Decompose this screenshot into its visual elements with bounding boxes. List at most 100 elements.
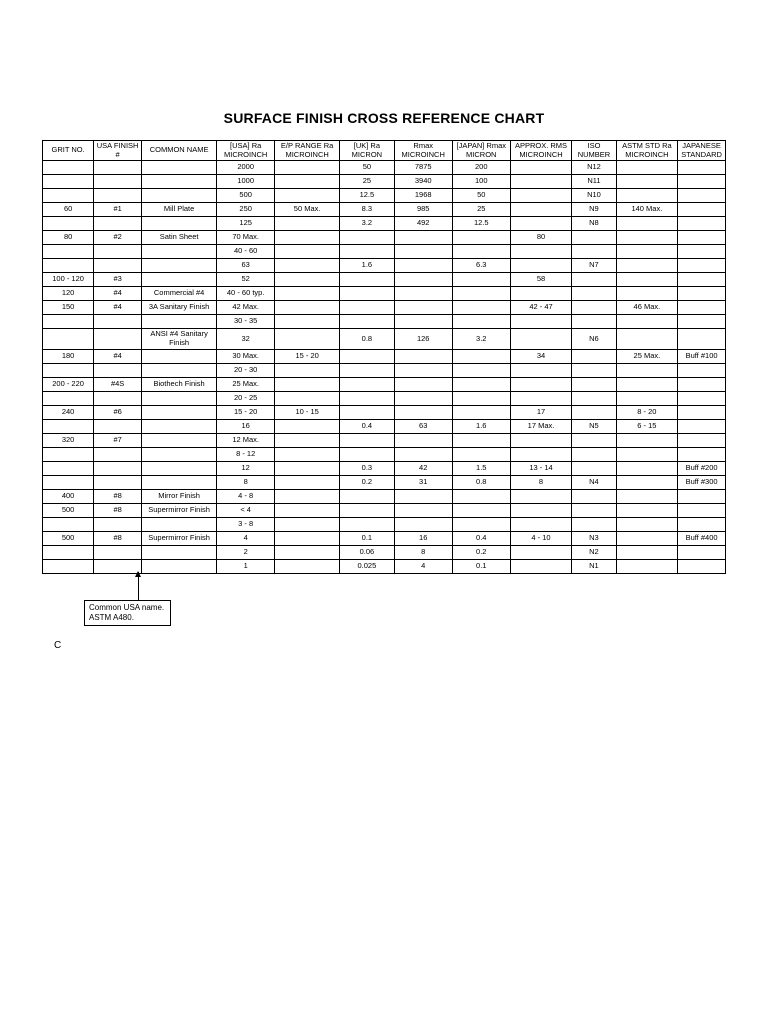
table-cell: 4 - 8 xyxy=(217,489,275,503)
table-cell xyxy=(275,433,340,447)
table-cell: #4 xyxy=(94,301,142,315)
table-cell xyxy=(94,329,142,349)
table-cell xyxy=(616,517,677,531)
table-cell xyxy=(452,363,510,377)
table-cell xyxy=(94,545,142,559)
table-cell: 126 xyxy=(394,329,452,349)
table-cell xyxy=(142,245,217,259)
table-row: 80#2Satin Sheet70 Max.80 xyxy=(43,231,726,245)
table-cell xyxy=(678,175,726,189)
table-cell xyxy=(452,405,510,419)
table-cell xyxy=(43,189,94,203)
table-cell xyxy=(452,245,510,259)
table-cell: 34 xyxy=(510,349,571,363)
stray-text: C xyxy=(54,640,61,651)
table-cell xyxy=(43,517,94,531)
table-cell: 125 xyxy=(217,217,275,231)
table-cell xyxy=(572,517,616,531)
table-cell xyxy=(572,377,616,391)
table-cell: 2 xyxy=(217,545,275,559)
table-cell xyxy=(452,301,510,315)
table-cell: 40 - 60 xyxy=(217,245,275,259)
table-cell xyxy=(340,503,395,517)
table-cell: 3 - 8 xyxy=(217,517,275,531)
table-cell xyxy=(275,391,340,405)
table-cell xyxy=(616,175,677,189)
table-cell xyxy=(275,489,340,503)
table-cell xyxy=(94,217,142,231)
table-cell: 32 xyxy=(217,329,275,349)
table-row: ANSI #4 Sanitary Finish320.81263.2N6 xyxy=(43,329,726,349)
table-cell: 42 - 47 xyxy=(510,301,571,315)
table-cell xyxy=(452,231,510,245)
table-cell xyxy=(394,377,452,391)
table-cell xyxy=(275,217,340,231)
table-cell xyxy=(452,447,510,461)
table-cell xyxy=(616,217,677,231)
table-cell: 20 - 25 xyxy=(217,391,275,405)
table-cell xyxy=(394,391,452,405)
table-cell: Mill Plate xyxy=(142,203,217,217)
table-cell: Buff #300 xyxy=(678,475,726,489)
table-cell xyxy=(678,273,726,287)
table-row: 20 - 30 xyxy=(43,363,726,377)
table-cell xyxy=(616,161,677,175)
table-cell xyxy=(43,545,94,559)
table-cell: 140 Max. xyxy=(616,203,677,217)
table-cell xyxy=(510,447,571,461)
table-cell: 42 Max. xyxy=(217,301,275,315)
table-cell: 8 - 20 xyxy=(616,405,677,419)
column-header: ASTM STD Ra MICROINCH xyxy=(616,141,677,161)
table-cell xyxy=(616,559,677,573)
table-cell: 6 - 15 xyxy=(616,419,677,433)
table-cell xyxy=(616,461,677,475)
table-cell xyxy=(142,189,217,203)
table-cell: 3.2 xyxy=(452,329,510,349)
table-cell xyxy=(678,301,726,315)
table-cell xyxy=(94,175,142,189)
table-cell xyxy=(572,363,616,377)
table-cell xyxy=(43,245,94,259)
table-cell: 1000 xyxy=(217,175,275,189)
table-cell: 31 xyxy=(394,475,452,489)
table-cell xyxy=(678,363,726,377)
table-cell xyxy=(275,377,340,391)
table-cell: 4 xyxy=(217,531,275,545)
table-cell xyxy=(142,461,217,475)
table-cell xyxy=(394,405,452,419)
table-cell xyxy=(394,447,452,461)
table-cell: 0.8 xyxy=(452,475,510,489)
table-cell: 16 xyxy=(217,419,275,433)
table-cell xyxy=(616,391,677,405)
table-cell xyxy=(678,419,726,433)
table-cell xyxy=(616,189,677,203)
table-cell: 25 Max. xyxy=(217,377,275,391)
table-cell: Buff #200 xyxy=(678,461,726,475)
table-row: 100 - 120#35258 xyxy=(43,273,726,287)
table-cell xyxy=(394,489,452,503)
table-cell: 17 Max. xyxy=(510,419,571,433)
table-cell: 400 xyxy=(43,489,94,503)
table-cell xyxy=(94,161,142,175)
table-cell: #4 xyxy=(94,287,142,301)
table-cell: #8 xyxy=(94,489,142,503)
table-cell xyxy=(43,363,94,377)
table-cell xyxy=(340,489,395,503)
table-cell xyxy=(43,461,94,475)
table-cell: 0.2 xyxy=(340,475,395,489)
table-cell: 200 - 220 xyxy=(43,377,94,391)
table-cell xyxy=(616,489,677,503)
table-cell: 500 xyxy=(43,503,94,517)
table-cell xyxy=(572,301,616,315)
table-cell: #6 xyxy=(94,405,142,419)
column-header: JAPANESE STANDARD xyxy=(678,141,726,161)
table-cell: 4 xyxy=(394,559,452,573)
table-cell xyxy=(678,189,726,203)
table-cell: 1.6 xyxy=(452,419,510,433)
table-cell: 40 - 60 typ. xyxy=(217,287,275,301)
table-cell xyxy=(572,503,616,517)
table-cell xyxy=(43,475,94,489)
table-cell xyxy=(394,315,452,329)
table-row: 240#615 - 2010 - 15178 - 20 xyxy=(43,405,726,419)
table-cell: 80 xyxy=(510,231,571,245)
